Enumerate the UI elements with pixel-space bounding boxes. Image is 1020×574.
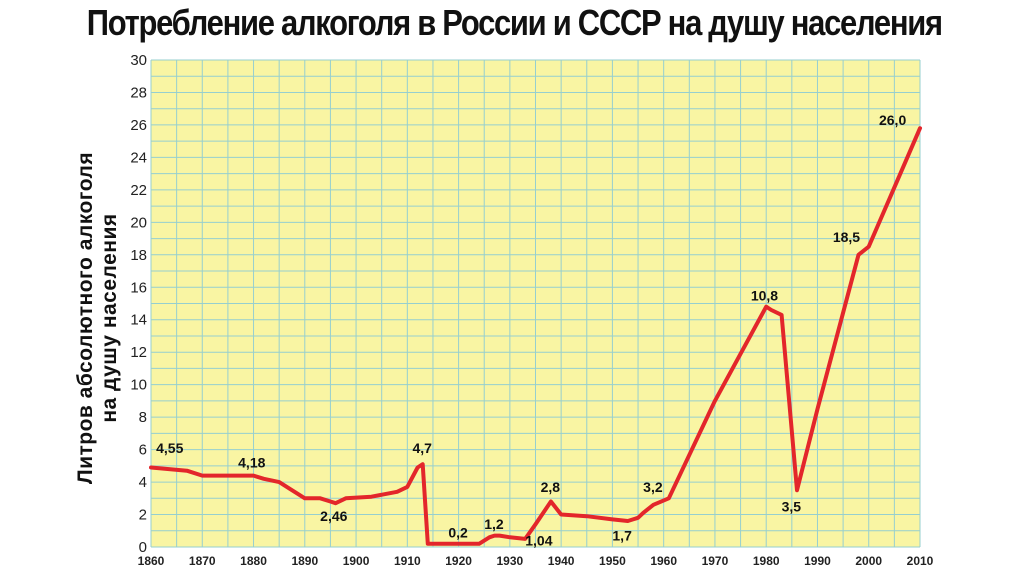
data-point [641, 511, 645, 515]
x-tick-label: 1980 [753, 554, 780, 568]
x-tick-label: 1950 [599, 554, 626, 568]
y-tick-label: 26 [130, 117, 147, 134]
y-tick-label: 14 [130, 312, 147, 329]
y-tick-label: 8 [139, 409, 147, 426]
data-label: 1,7 [612, 528, 632, 544]
y-tick-label: 12 [130, 344, 147, 361]
y-tick-label: 6 [139, 442, 147, 459]
y-tick-label: 2 [139, 507, 147, 524]
data-point [636, 516, 640, 520]
data-point [498, 534, 502, 538]
data-label: 26,0 [879, 112, 906, 128]
x-tick-label: 1900 [343, 554, 370, 568]
data-label: 18,5 [833, 229, 860, 245]
data-label: 3,5 [782, 498, 802, 514]
x-tick-label: 1930 [497, 554, 524, 568]
y-tick-label: 20 [130, 214, 147, 231]
data-label: 4,55 [156, 440, 183, 456]
series-group [149, 126, 922, 546]
data-point [426, 542, 430, 546]
data-labels: 4,55 4,18 2,46 4,7 0,2 1,2 1,04 2,8 1,7 3,2 10,8 3,… [156, 112, 906, 548]
data-point [795, 488, 799, 492]
x-tick-label: 2010 [907, 554, 934, 568]
data-point [185, 469, 189, 473]
x-tick-label: 1970 [702, 554, 729, 568]
data-point [549, 500, 553, 504]
data-point [344, 496, 348, 500]
y-tick-label: 18 [130, 247, 147, 264]
data-point [780, 313, 784, 317]
data-point [764, 305, 768, 309]
data-label: 1,2 [484, 516, 504, 532]
data-point [487, 535, 491, 539]
data-point [918, 126, 922, 130]
x-tick-labels: 1860 1870 1880 1890 1900 1910 1920 1930 1940 1950… [138, 554, 934, 568]
data-point [328, 500, 332, 504]
chart-title: Потребление алкоголя в России и СССР на … [86, 2, 943, 43]
x-tick-label: 1920 [445, 554, 472, 568]
data-point [651, 503, 655, 507]
data-point [318, 496, 322, 500]
data-label: 10,8 [751, 287, 778, 303]
grid-lines [150, 59, 921, 548]
data-point [149, 465, 153, 469]
data-label: 2,8 [541, 479, 561, 495]
data-point [277, 480, 281, 484]
data-point [610, 517, 614, 521]
data-point [421, 462, 425, 466]
data-point [477, 542, 481, 546]
data-point [200, 474, 204, 478]
data-point [534, 522, 537, 526]
y-tick-label: 16 [130, 279, 147, 296]
y-tick-label: 4 [139, 474, 147, 491]
data-point [508, 535, 512, 539]
data-label: 4,7 [412, 440, 432, 456]
data-point [769, 308, 773, 312]
data-point [815, 407, 819, 411]
y-tick-label: 24 [130, 149, 147, 166]
data-label: 4,18 [238, 454, 265, 470]
x-tick-label: 1910 [394, 554, 421, 568]
data-point [405, 485, 409, 489]
x-tick-label: 1890 [291, 554, 318, 568]
y-tick-label: 30 [130, 52, 147, 69]
data-point [287, 487, 291, 491]
x-tick-label: 1960 [650, 554, 677, 568]
data-point [262, 477, 266, 481]
x-tick-label: 1940 [548, 554, 575, 568]
data-point [492, 534, 496, 538]
data-point [252, 474, 256, 478]
data-point [667, 496, 671, 500]
data-point [395, 490, 399, 494]
data-point [334, 501, 338, 505]
data-label: 0,2 [448, 524, 468, 540]
data-label: 2,46 [320, 508, 347, 524]
data-point [298, 493, 302, 497]
y-tick-label: 10 [130, 377, 147, 394]
data-point [303, 496, 307, 500]
data-point [369, 495, 373, 499]
data-point [626, 519, 630, 523]
y-tick-label: 28 [130, 84, 147, 101]
data-point [416, 465, 420, 469]
data-point [856, 253, 860, 257]
data-point [867, 245, 871, 249]
x-tick-label: 1870 [189, 554, 216, 568]
data-point [585, 514, 589, 518]
data-point [523, 537, 527, 541]
x-tick-label: 1880 [240, 554, 267, 568]
x-tick-label: 2000 [855, 554, 882, 568]
data-label: 3,2 [643, 479, 663, 495]
x-tick-label: 1860 [138, 554, 165, 568]
data-label: 1,04 [525, 532, 552, 548]
y-tick-label: 22 [130, 182, 147, 199]
y-tick-label: 0 [139, 539, 147, 556]
data-point [559, 513, 563, 517]
x-tick-label: 1990 [804, 554, 831, 568]
data-point [713, 399, 717, 403]
